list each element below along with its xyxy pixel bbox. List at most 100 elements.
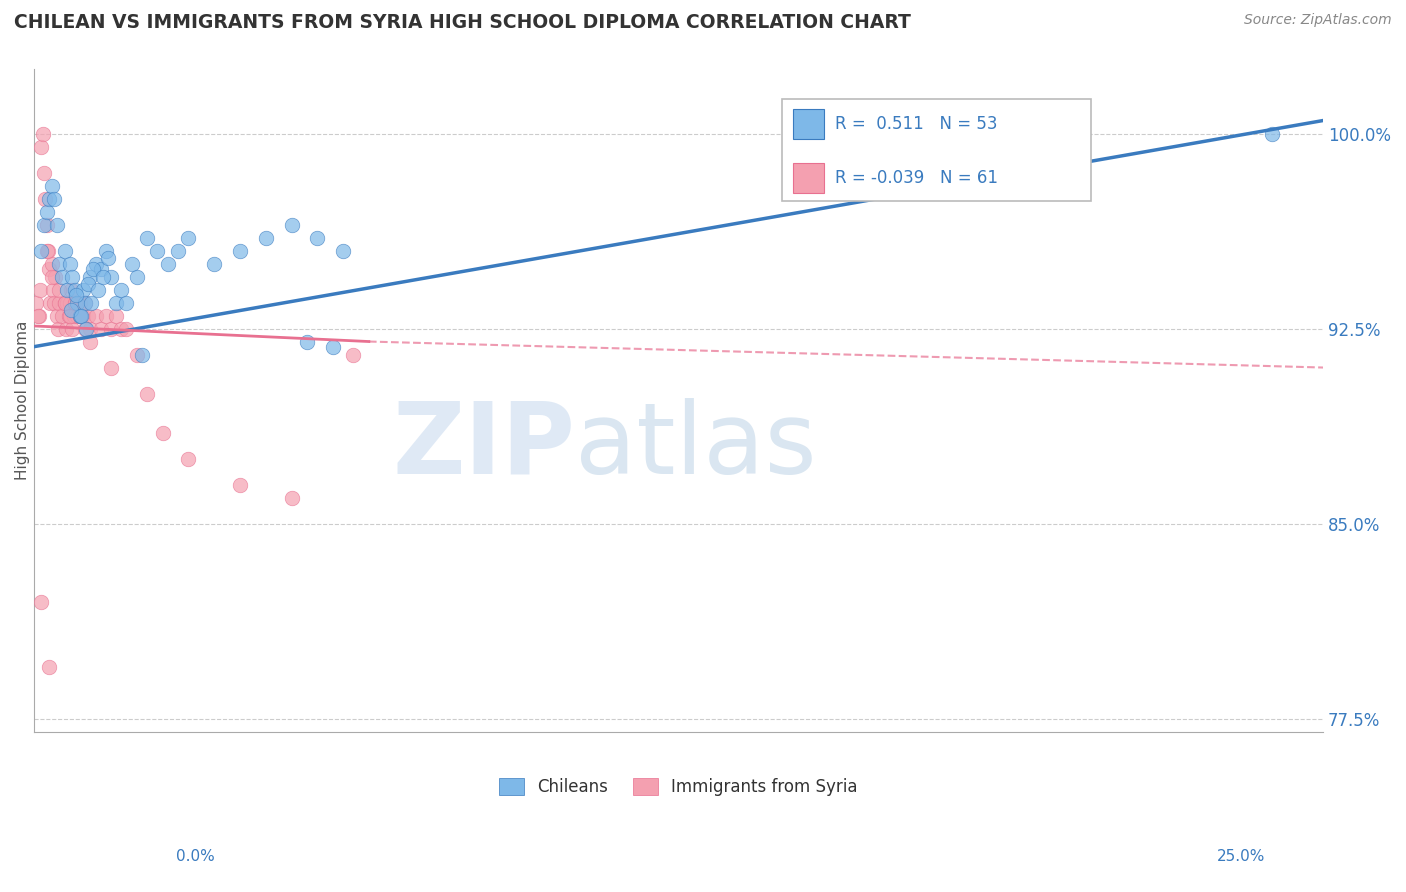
Point (84, 256, 107, 270)
Point (63, 295, 86, 310)
Point (44, 192, 66, 206)
Point (156, 256, 179, 270)
Point (332, 244, 354, 258)
Y-axis label: High School Diploma: High School Diploma (15, 320, 30, 480)
Point (76, 309, 98, 323)
Point (51, 269, 73, 284)
Point (76, 277, 98, 292)
Point (51, 309, 73, 323)
Point (97, 252, 120, 266)
Point (91, 269, 114, 284)
Point (44, 269, 66, 284)
Point (202, 256, 225, 270)
Point (177, 230, 200, 244)
Point (60, 321, 83, 335)
Point (82, 261, 104, 276)
Point (75, 321, 97, 335)
Point (48, 283, 70, 297)
Point (69, 309, 91, 323)
Point (115, 321, 138, 335)
Text: 25.0%: 25.0% (1218, 849, 1265, 863)
Point (131, 347, 153, 361)
Text: 0.0%: 0.0% (176, 849, 215, 863)
Point (110, 283, 132, 297)
Point (322, 340, 344, 354)
Point (115, 295, 138, 310)
Point (280, 491, 302, 505)
Point (167, 244, 190, 258)
Text: R =  0.511   N = 53: R = 0.511 N = 53 (835, 115, 997, 133)
Point (90, 321, 112, 335)
Point (69, 309, 91, 323)
Point (66, 295, 89, 310)
Point (70, 309, 93, 323)
Point (75, 295, 97, 310)
Text: CHILEAN VS IMMIGRANTS FROM SYRIA HIGH SCHOOL DIPLOMA CORRELATION CHART: CHILEAN VS IMMIGRANTS FROM SYRIA HIGH SC… (14, 13, 911, 32)
Point (53, 244, 76, 258)
Point (32, 218, 55, 232)
Point (152, 425, 174, 440)
Point (342, 347, 364, 361)
Point (1260, 127, 1282, 141)
Point (79, 321, 101, 335)
Point (42, 283, 65, 297)
Point (53, 295, 76, 310)
Text: Source: ZipAtlas.com: Source: ZipAtlas.com (1244, 13, 1392, 28)
Point (72, 283, 94, 297)
Point (84, 309, 107, 323)
Point (45, 309, 67, 323)
Point (27, 309, 49, 323)
Point (75, 321, 97, 335)
Point (39, 295, 62, 310)
Point (58, 309, 80, 323)
Point (100, 360, 122, 375)
Point (79, 269, 101, 284)
Point (41, 256, 63, 270)
Point (30, 594, 52, 608)
Point (69, 295, 91, 310)
Point (229, 477, 252, 491)
Point (125, 269, 148, 284)
Point (34, 192, 56, 206)
Legend: Chileans, Immigrants from Syria: Chileans, Immigrants from Syria (492, 772, 865, 803)
Point (59, 303, 82, 318)
Point (72, 309, 94, 323)
Text: R = -0.039   N = 61: R = -0.039 N = 61 (835, 169, 998, 186)
Point (53, 295, 76, 310)
Point (35, 244, 58, 258)
Point (125, 347, 148, 361)
Point (79, 334, 101, 349)
Text: ZIP: ZIP (392, 398, 575, 495)
Point (59, 295, 82, 310)
Point (35, 218, 58, 232)
Point (41, 269, 63, 284)
Point (32, 127, 55, 141)
Point (110, 321, 132, 335)
Point (28, 309, 51, 323)
Point (229, 244, 252, 258)
Point (37, 244, 59, 258)
Point (105, 309, 128, 323)
Point (295, 334, 318, 349)
Point (30, 244, 52, 258)
Point (66, 309, 89, 323)
Point (56, 283, 79, 297)
Point (38, 659, 60, 673)
Point (55, 321, 77, 335)
Point (63, 283, 86, 297)
Text: atlas: atlas (575, 398, 817, 495)
Point (146, 244, 169, 258)
Point (30, 139, 52, 153)
Point (87, 283, 110, 297)
Point (41, 178, 63, 193)
Point (60, 269, 83, 284)
Point (90, 261, 112, 276)
Point (94, 309, 117, 323)
Point (28, 283, 51, 297)
Point (63, 295, 86, 310)
Point (100, 321, 122, 335)
Point (56, 295, 79, 310)
Point (254, 230, 277, 244)
Point (38, 261, 60, 276)
Point (48, 321, 70, 335)
